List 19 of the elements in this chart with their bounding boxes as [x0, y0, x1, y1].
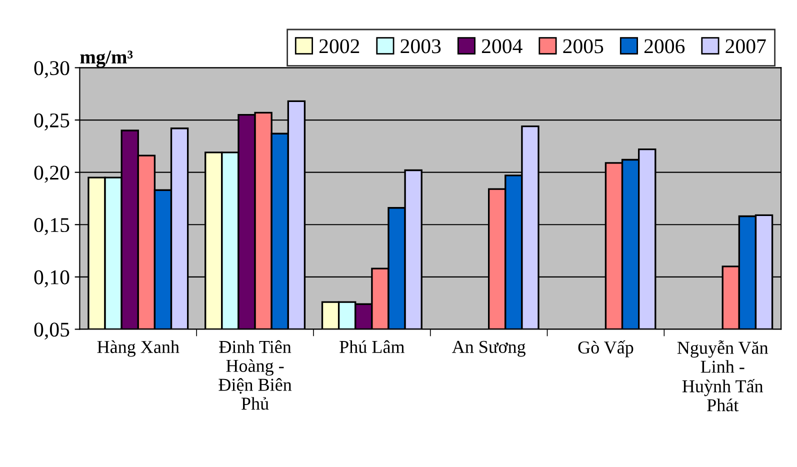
x-tick-label: Nguyễn Văn Linh - Huỳnh Tấn Phát — [677, 340, 768, 412]
legend-label: 2005 — [563, 39, 604, 54]
legend-label: 2003 — [400, 39, 441, 54]
x-tick-label: Gò Vấp — [578, 340, 634, 358]
y-tick-label: 0,25 — [34, 113, 70, 130]
x-tick-label: Phú Lâm — [340, 340, 404, 354]
legend-label: 2004 — [482, 39, 522, 54]
y-tick-label: 0,15 — [34, 218, 70, 236]
y-tick-label: 0,10 — [34, 270, 70, 288]
x-tick-label: An Sương — [452, 340, 526, 357]
y-tick-label: 0,30 — [34, 61, 70, 78]
x-tick-label: Hàng Xanh — [97, 340, 180, 357]
legend-label: 2006 — [644, 39, 685, 54]
legend-label: 2002 — [319, 39, 360, 54]
y-tick-label: 0,20 — [34, 166, 70, 183]
y-axis-title: mg/m³ — [80, 50, 133, 68]
x-tick-label: Đinh Tiên Hoàng - Điện Biên Phủ — [218, 340, 292, 410]
y-tick-label: 0,05 — [34, 322, 70, 340]
legend-label: 2007 — [726, 39, 766, 54]
